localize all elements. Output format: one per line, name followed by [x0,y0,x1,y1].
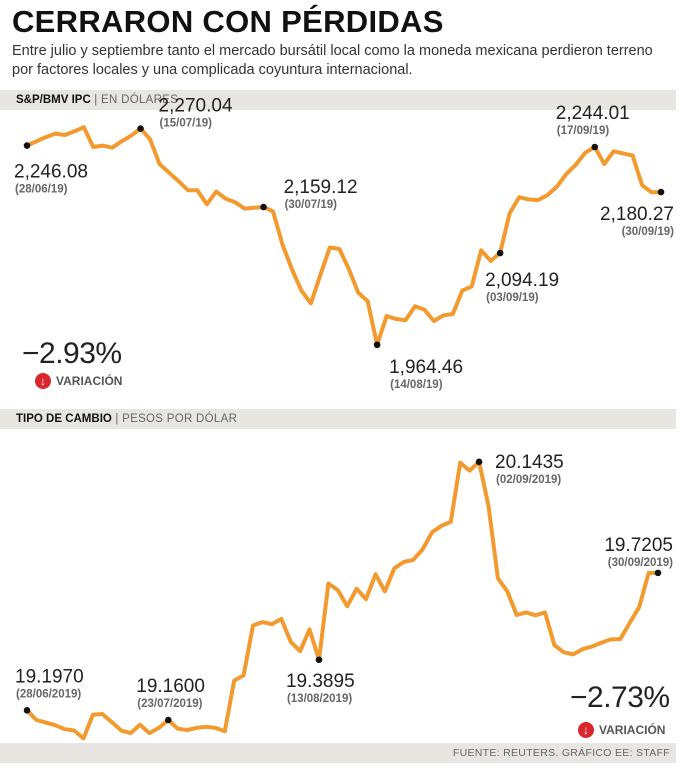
ipc-point-value-label: 2,246.08 [14,162,88,183]
fx-point-marker [315,656,323,664]
fx-point-marker [654,569,662,577]
fx-point-date-label: (13/08/2019) [287,693,352,705]
fx-point-value-label: 19.3895 [286,671,355,692]
fx-point-date-label: (02/09/2019) [496,474,561,486]
ipc-point-marker [496,249,504,257]
fx-point-value-label: 19.1970 [15,666,84,687]
ipc-variation-value: −2.93% [22,337,122,370]
fx-point-date-label: (23/07/2019) [137,698,202,710]
fx-point-date-label: (30/09/2019) [608,557,673,569]
ipc-point-marker [137,125,144,132]
ipc-point-marker [657,188,665,196]
ipc-point-date-label: (30/09/19) [622,226,675,238]
fx-section-subtitle: PESOS POR DÓLAR [122,413,238,425]
source-note: FUENTE: REUTERS. GRÁFICO EE: STAFF [0,743,676,763]
fx-variation-label: VARIACIÓN [599,723,666,737]
ipc-point-marker [23,142,31,149]
ipc-point-value-label: 1,964.46 [389,357,463,378]
ipc-section-subtitle: EN DÓLARES [101,94,179,106]
ipc-point-marker [373,341,381,349]
ipc-point-value-label: 2,180.27 [600,204,674,225]
ipc-variation-label: VARIACIÓN [56,374,123,388]
ipc-point-value-label: 2,094.19 [485,270,559,291]
ipc-point-date-label: (30/07/19) [285,199,338,211]
ipc-section-title: S&P/BMV IPC [16,94,91,106]
fx-variation-value: −2.73% [570,681,670,714]
fx-point-marker [164,716,172,724]
fx-variation-badge: ↓ VARIACIÓN [578,722,665,738]
ipc-point-date-label: (14/08/19) [390,379,443,391]
ipc-point-value-label: 2,270.04 [159,96,233,117]
fx-point-marker [23,706,31,714]
fx-point-value-label: 19.7205 [604,535,673,556]
fx-section-header: TIPO DE CAMBIO | PESOS POR DÓLAR [0,409,676,429]
ipc-point-value-label: 2,159.12 [284,177,358,198]
ipc-series-line [25,125,663,347]
ipc-variation-badge: ↓ VARIACIÓN [35,373,122,389]
fx-series-line [25,459,660,741]
ipc-point-date-label: (03/09/19) [486,292,539,304]
fx-point-value-label: 19.1600 [136,676,205,697]
arrow-down-icon: ↓ [35,373,51,389]
fx-point-date-label: (28/06/2019) [16,688,81,700]
fx-point-value-label: 20.1435 [495,452,564,473]
ipc-point-date-label: (28/06/19) [15,184,68,196]
ipc-section-header: S&P/BMV IPC | EN DÓLARES [0,90,676,110]
page-subtitle: Entre julio y septiembre tanto el mercad… [12,43,653,78]
fx-point-marker [475,458,483,466]
arrow-down-icon: ↓ [578,722,594,738]
page-title: CERRARON CON PÉRDIDAS [12,4,444,39]
ipc-point-marker [591,143,599,151]
fx-section-title: TIPO DE CAMBIO [16,413,112,425]
fx-annotations: 19.1970(28/06/2019) 19.1600(23/07/2019) 19… [15,452,673,724]
ipc-point-marker [260,203,267,211]
ipc-point-date-label: (15/07/19) [160,118,213,130]
ipc-annotations: 2,246.08(28/06/19) 2,270.04(15/07/19) 2,15… [14,96,674,391]
ipc-point-value-label: 2,244.01 [556,103,630,124]
ipc-point-date-label: (17/09/19) [557,125,610,137]
